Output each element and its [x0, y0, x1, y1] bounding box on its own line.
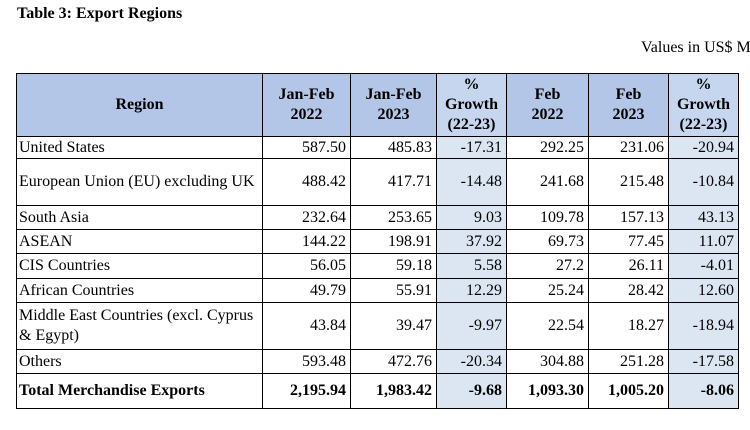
- region-cell: United States: [16, 136, 263, 159]
- total-janfeb-2023-cell: 1,983.42: [350, 373, 437, 409]
- header-growth-feb-line1: %: [695, 76, 712, 93]
- total-feb-2022-cell: 1,093.30: [506, 373, 589, 409]
- feb-2022-cell: 109.78: [506, 205, 589, 230]
- janfeb-2023-cell: 485.83: [350, 136, 437, 159]
- janfeb-2022-cell: 488.42: [262, 158, 351, 206]
- header-growth-feb-line2: Growth: [676, 96, 731, 113]
- janfeb-2023-cell: 417.71: [350, 158, 437, 206]
- growth-feb-cell: -10.84: [668, 158, 739, 206]
- header-growth-janfeb: % Growth (22-23): [436, 73, 507, 137]
- growth-janfeb-cell: -9.97: [436, 302, 507, 350]
- region-cell: Middle East Countries (excl. Cyprus & Eg…: [16, 302, 263, 350]
- janfeb-2022-cell: 49.79: [262, 278, 351, 303]
- header-feb-2023-line1: Feb: [615, 86, 642, 103]
- table-row: CIS Countries 56.05 59.18 5.58 27.2 26.1…: [16, 253, 739, 279]
- header-janfeb-2022-line2: 2022: [290, 106, 323, 123]
- header-growth-janfeb-line2: Growth: [444, 96, 499, 113]
- table-title: Table 3: Export Regions: [17, 5, 183, 22]
- header-feb-2022: Feb 2022: [506, 73, 589, 137]
- export-regions-table: Region Jan-Feb 2022 Jan-Feb 2023 % Growt…: [16, 73, 739, 409]
- feb-2022-cell: 304.88: [506, 349, 589, 374]
- janfeb-2023-cell: 253.65: [350, 205, 437, 230]
- janfeb-2023-cell: 39.47: [350, 302, 437, 350]
- janfeb-2023-cell: 55.91: [350, 278, 437, 303]
- total-feb-2023-cell: 1,005.20: [588, 373, 669, 409]
- growth-janfeb-cell: 9.03: [436, 205, 507, 230]
- header-growth-janfeb-line3: (22-23): [447, 116, 496, 133]
- growth-janfeb-cell: 5.58: [436, 253, 507, 279]
- header-janfeb-2023-line2: 2023: [377, 106, 410, 123]
- growth-feb-cell: -18.94: [668, 302, 739, 350]
- region-cell: ASEAN: [16, 229, 263, 254]
- region-cell: Others: [16, 349, 263, 374]
- feb-2022-cell: 27.2: [506, 253, 589, 279]
- janfeb-2023-cell: 59.18: [350, 253, 437, 279]
- total-janfeb-2022-cell: 2,195.94: [262, 373, 351, 409]
- feb-2022-cell: 241.68: [506, 158, 589, 206]
- header-growth-feb-line3: (22-23): [679, 116, 728, 133]
- feb-2023-cell: 18.27: [588, 302, 669, 350]
- feb-2023-cell: 28.42: [588, 278, 669, 303]
- janfeb-2023-cell: 198.91: [350, 229, 437, 254]
- table-row: Others 593.48 472.76 -20.34 304.88 251.2…: [16, 349, 739, 374]
- growth-feb-cell: 11.07: [668, 229, 739, 254]
- table-row: Middle East Countries (excl. Cyprus & Eg…: [16, 302, 739, 350]
- header-feb-2022-line1: Feb: [534, 86, 561, 103]
- growth-feb-cell: 43.13: [668, 205, 739, 230]
- feb-2023-cell: 251.28: [588, 349, 669, 374]
- header-feb-2023: Feb 2023: [588, 73, 669, 137]
- header-janfeb-2022: Jan-Feb 2022: [262, 73, 351, 137]
- feb-2023-cell: 231.06: [588, 136, 669, 159]
- table-row: ASEAN 144.22 198.91 37.92 69.73 77.45 11…: [16, 229, 739, 254]
- total-growth-janfeb-cell: -9.68: [436, 373, 507, 409]
- region-cell: South Asia: [16, 205, 263, 230]
- total-region-cell: Total Merchandise Exports: [16, 373, 263, 409]
- feb-2023-cell: 157.13: [588, 205, 669, 230]
- feb-2022-cell: 69.73: [506, 229, 589, 254]
- header-growth-feb: % Growth (22-23): [668, 73, 739, 137]
- region-cell: European Union (EU) excluding UK: [16, 158, 263, 206]
- header-janfeb-2023-line1: Jan-Feb: [365, 86, 422, 103]
- janfeb-2022-cell: 593.48: [262, 349, 351, 374]
- table-row: United States 587.50 485.83 -17.31 292.2…: [16, 136, 739, 159]
- header-feb-2022-line2: 2022: [531, 106, 564, 123]
- janfeb-2023-cell: 472.76: [350, 349, 437, 374]
- units-note: Values in US$ Mn: [641, 39, 750, 56]
- header-janfeb-2023: Jan-Feb 2023: [350, 73, 437, 137]
- growth-feb-cell: 12.60: [668, 278, 739, 303]
- region-cell: African Countries: [16, 278, 263, 303]
- table-row: African Countries 49.79 55.91 12.29 25.2…: [16, 278, 739, 303]
- growth-janfeb-cell: 12.29: [436, 278, 507, 303]
- growth-janfeb-cell: 37.92: [436, 229, 507, 254]
- total-growth-feb-cell: -8.06: [668, 373, 739, 409]
- region-cell: CIS Countries: [16, 253, 263, 279]
- feb-2022-cell: 25.24: [506, 278, 589, 303]
- janfeb-2022-cell: 587.50: [262, 136, 351, 159]
- header-feb-2023-line2: 2023: [612, 106, 645, 123]
- feb-2023-cell: 215.48: [588, 158, 669, 206]
- feb-2023-cell: 77.45: [588, 229, 669, 254]
- table-row: European Union (EU) excluding UK 488.42 …: [16, 158, 739, 206]
- header-region: Region: [16, 73, 263, 137]
- janfeb-2022-cell: 43.84: [262, 302, 351, 350]
- growth-janfeb-cell: -17.31: [436, 136, 507, 159]
- feb-2022-cell: 22.54: [506, 302, 589, 350]
- growth-feb-cell: -20.94: [668, 136, 739, 159]
- table-row: South Asia 232.64 253.65 9.03 109.78 157…: [16, 205, 739, 230]
- growth-feb-cell: -4.01: [668, 253, 739, 279]
- header-janfeb-2022-line1: Jan-Feb: [278, 86, 335, 103]
- janfeb-2022-cell: 232.64: [262, 205, 351, 230]
- total-row: Total Merchandise Exports 2,195.94 1,983…: [16, 373, 739, 409]
- growth-feb-cell: -17.58: [668, 349, 739, 374]
- growth-janfeb-cell: -14.48: [436, 158, 507, 206]
- feb-2023-cell: 26.11: [588, 253, 669, 279]
- janfeb-2022-cell: 56.05: [262, 253, 351, 279]
- feb-2022-cell: 292.25: [506, 136, 589, 159]
- growth-janfeb-cell: -20.34: [436, 349, 507, 374]
- header-growth-janfeb-line1: %: [463, 76, 480, 93]
- janfeb-2022-cell: 144.22: [262, 229, 351, 254]
